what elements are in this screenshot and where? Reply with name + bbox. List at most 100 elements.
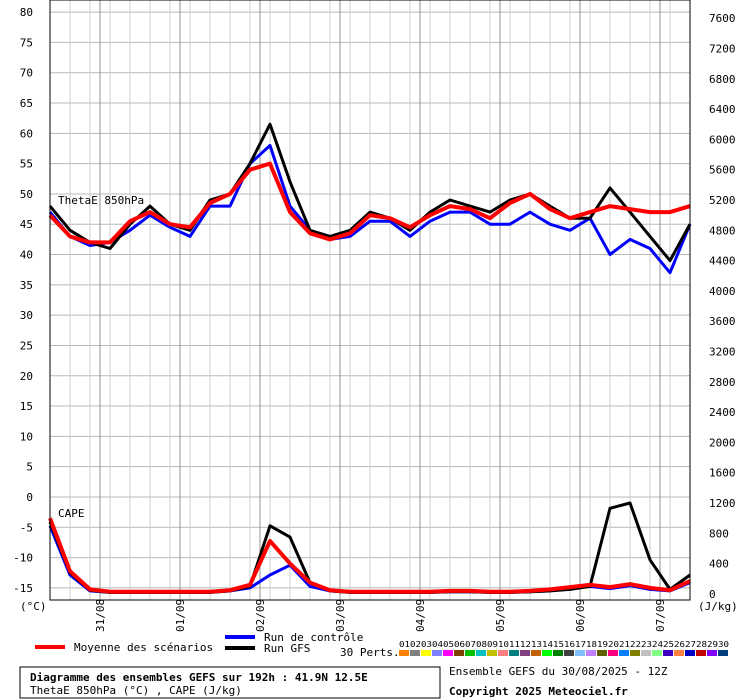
legend-pert-swatch — [432, 650, 442, 656]
legend-pert-swatch — [443, 650, 453, 656]
legend-pert-swatch — [597, 650, 607, 656]
left-tick-label: 25 — [20, 339, 33, 352]
legend-pert-swatch — [454, 650, 464, 656]
left-tick-label: -15 — [13, 582, 33, 595]
right-tick-label: 6000 — [709, 133, 736, 146]
legend-pert-swatch — [476, 650, 486, 656]
left-tick-label: -10 — [13, 552, 33, 565]
footer-copyright: Copyright 2025 Meteociel.fr — [449, 685, 628, 698]
right-tick-label: 5200 — [709, 194, 736, 207]
legend-pert-swatch — [707, 650, 717, 656]
legend-pert-swatch — [641, 650, 651, 656]
legend-mean-label: Moyenne des scénarios — [74, 641, 213, 654]
right-tick-label: 4000 — [709, 285, 736, 298]
left-tick-label: 40 — [20, 249, 33, 262]
right-tick-label: 6800 — [709, 73, 736, 86]
legend-pert-swatch — [608, 650, 618, 656]
legend-pert-swatch — [542, 650, 552, 656]
cape-panel-label: CAPE — [58, 507, 85, 520]
legend: Moyenne des scénarios Run de contrôle Ru… — [35, 631, 729, 659]
plot-frame — [49, 0, 691, 601]
legend-pert-swatch — [465, 650, 475, 656]
legend-pert-swatch — [531, 650, 541, 656]
legend-pert-swatch — [586, 650, 596, 656]
legend-pert-numbers: 0102030405060708091011121314151617181920… — [399, 640, 729, 649]
left-tick-label: -5 — [20, 521, 33, 534]
thetae-mean-line — [48, 161, 691, 245]
right-tick-label: 1200 — [709, 497, 736, 510]
right-tick-label: 7600 — [709, 12, 736, 25]
x-tick-label: 01/09 — [174, 599, 187, 632]
cape-mean-line — [48, 517, 691, 594]
legend-pert-swatch — [619, 650, 629, 656]
legend-pert-swatch — [696, 650, 706, 656]
x-tick-label: 07/09 — [654, 599, 667, 632]
footer-box — [19, 666, 441, 699]
left-tick-label: 30 — [20, 309, 33, 322]
grid — [49, 0, 691, 600]
legend-pert-swatch — [421, 650, 431, 656]
x-axis-ticks: 31/08 01/09 02/09 03/09 04/09 05/09 06/09 07/09 — [94, 599, 667, 632]
legend-pert-swatch — [553, 650, 563, 656]
left-tick-label: 55 — [20, 158, 33, 171]
left-tick-label: 70 — [20, 67, 33, 80]
footer-run: Ensemble GEFS du 30/08/2025 - 12Z — [449, 665, 668, 678]
x-tick-label: 04/09 — [414, 599, 427, 632]
left-tick-label: 65 — [20, 97, 33, 110]
right-tick-label: 7200 — [709, 42, 736, 55]
right-tick-label: 2800 — [709, 376, 736, 389]
left-tick-label: 20 — [20, 370, 33, 383]
right-tick-label: 4800 — [709, 224, 736, 237]
legend-control-label: Run de contrôle — [264, 631, 363, 644]
legend-pert-swatch — [498, 650, 508, 656]
left-unit-label: (°C) — [20, 600, 47, 613]
right-tick-label: 400 — [709, 558, 729, 571]
left-tick-label: 15 — [20, 400, 33, 413]
x-tick-label: 03/09 — [334, 599, 347, 632]
legend-pert-swatch — [630, 650, 640, 656]
x-tick-label: 06/09 — [574, 599, 587, 632]
left-tick-label: 60 — [20, 127, 33, 140]
left-tick-label: 35 — [20, 279, 33, 292]
left-tick-label: 50 — [20, 188, 33, 201]
right-tick-label: 6400 — [709, 103, 736, 116]
thetae-control-line — [48, 144, 692, 275]
right-tick-label: 800 — [709, 527, 729, 540]
right-tick-label: 2400 — [709, 406, 736, 419]
left-tick-label: 0 — [26, 491, 33, 504]
legend-pert-swatch — [399, 650, 409, 656]
thetae-gfs-line — [48, 122, 692, 263]
legend-pert-swatch — [410, 650, 420, 656]
left-tick-label: 75 — [20, 36, 33, 49]
x-tick-label: 02/09 — [254, 599, 267, 632]
right-tick-label: 1600 — [709, 467, 736, 480]
legend-gfs-label: Run GFS — [264, 642, 310, 655]
legend-pert-swatch — [674, 650, 684, 656]
left-tick-label: 5 — [26, 461, 33, 474]
right-tick-label: 4400 — [709, 255, 736, 268]
footer-title: Diagramme des ensembles GEFS sur 192h : … — [30, 671, 368, 684]
legend-pert-swatch — [509, 650, 519, 656]
legend-pert-swatch — [564, 650, 574, 656]
legend-pert-swatch — [487, 650, 497, 656]
legend-pert-swatch — [652, 650, 662, 656]
legend-pert-swatch — [520, 650, 530, 656]
right-tick-label: 3200 — [709, 346, 736, 359]
legend-pert-swatches — [399, 650, 728, 656]
left-tick-label: 45 — [20, 218, 33, 231]
left-tick-label: 10 — [20, 430, 33, 443]
thetae-panel-label: ThetaE 850hPa — [58, 194, 144, 207]
legend-pert-swatch — [685, 650, 695, 656]
legend-pert-swatch — [663, 650, 673, 656]
right-axis-ticks: 0 400 800 1200 1600 2000 2400 2800 3200 3600 4000 4… — [709, 12, 736, 601]
legend-pert-swatch — [575, 650, 585, 656]
left-tick-label: 80 — [20, 6, 33, 19]
x-tick-label: 31/08 — [94, 599, 107, 632]
right-tick-label: 0 — [709, 588, 716, 601]
right-tick-label: 2000 — [709, 436, 736, 449]
footer-subtitle: ThetaE 850hPa (°C) , CAPE (J/kg) — [30, 684, 242, 697]
right-tick-label: 3600 — [709, 315, 736, 328]
series-layer — [48, 122, 692, 594]
left-axis-ticks: -15 -10 -5 0 5 10 15 20 25 30 35 40 45 50 55 60 65 70 75 80 — [13, 6, 33, 595]
